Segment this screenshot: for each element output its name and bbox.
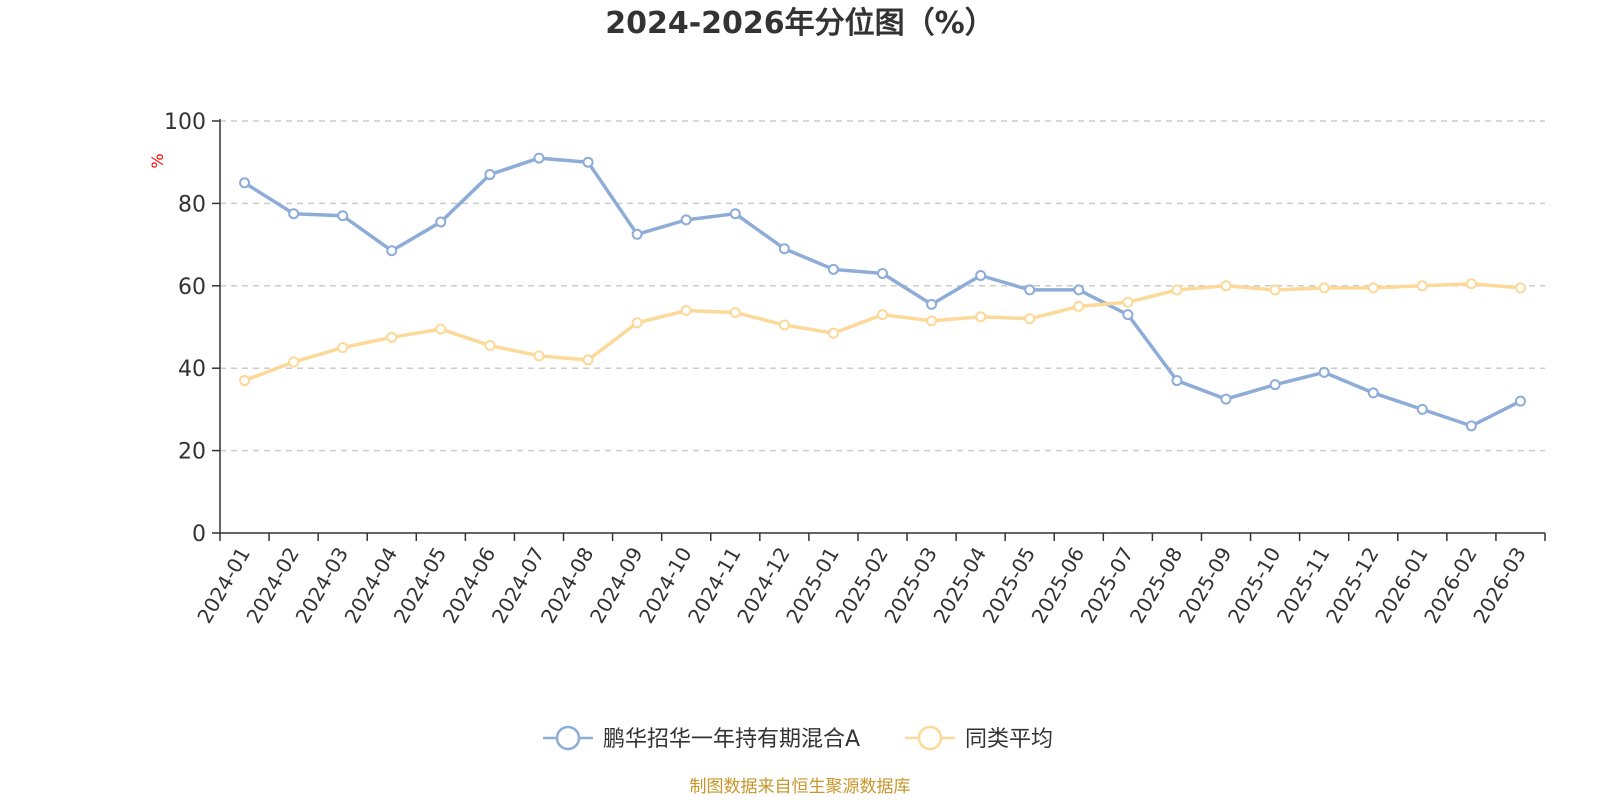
data-point bbox=[877, 267, 888, 279]
data-point bbox=[631, 317, 643, 329]
data-point bbox=[1514, 395, 1526, 407]
data-point bbox=[975, 311, 987, 323]
y-tick-label: 0 bbox=[192, 522, 206, 547]
chart-title: 2024-2026年分位图（%） bbox=[605, 6, 995, 41]
data-point bbox=[582, 156, 594, 168]
data-point bbox=[582, 354, 594, 366]
data-point bbox=[729, 307, 741, 319]
data-point bbox=[386, 331, 398, 343]
data-point bbox=[1367, 282, 1379, 294]
data-point bbox=[778, 243, 790, 255]
data-point bbox=[877, 309, 888, 321]
data-point bbox=[1171, 375, 1183, 387]
data-point bbox=[288, 356, 300, 368]
data-point bbox=[1514, 282, 1526, 294]
data-point bbox=[533, 350, 545, 362]
data-point bbox=[1318, 282, 1330, 294]
data-point bbox=[435, 216, 447, 228]
grid-lines bbox=[220, 120, 1545, 452]
data-point bbox=[288, 208, 300, 220]
data-point bbox=[239, 177, 251, 189]
data-point bbox=[484, 340, 496, 352]
data-point bbox=[239, 375, 251, 387]
series-line bbox=[242, 281, 1523, 383]
data-point bbox=[975, 270, 987, 281]
y-tick-label: 80 bbox=[178, 192, 206, 217]
data-point bbox=[1220, 393, 1232, 405]
data-point bbox=[1269, 379, 1281, 391]
data-point bbox=[1073, 300, 1085, 312]
data-point bbox=[337, 342, 349, 354]
data-point bbox=[1073, 284, 1085, 296]
data-point bbox=[778, 319, 790, 331]
data-point bbox=[1220, 280, 1232, 292]
data-point bbox=[1122, 309, 1134, 321]
data-point bbox=[1024, 313, 1036, 325]
data-point bbox=[1416, 403, 1428, 415]
data-point bbox=[680, 214, 692, 226]
y-tick-label: 40 bbox=[178, 357, 206, 382]
data-point bbox=[827, 263, 839, 275]
data-point bbox=[386, 245, 398, 257]
legend-label: 鹏华招华一年持有期混合A bbox=[603, 727, 860, 752]
series-layer bbox=[239, 152, 1526, 432]
data-point bbox=[1465, 420, 1477, 432]
data-point bbox=[926, 298, 938, 310]
data-point bbox=[1367, 387, 1379, 399]
data-point bbox=[631, 228, 643, 240]
axes: 0204060801002024-012024-022024-032024-04… bbox=[164, 110, 1546, 627]
data-point bbox=[926, 315, 938, 327]
data-point bbox=[484, 169, 496, 181]
legend-circle-icon bbox=[555, 725, 581, 751]
data-point bbox=[1416, 280, 1428, 292]
data-point bbox=[337, 210, 349, 222]
legend[interactable]: 鹏华招华一年持有期混合A 同类平均 bbox=[543, 725, 1053, 752]
data-point bbox=[1318, 366, 1330, 378]
series-line bbox=[242, 156, 1523, 428]
data-point bbox=[680, 305, 692, 317]
data-source-note: 制图数据来自恒生聚源数据库 bbox=[690, 777, 911, 797]
legend-circle-icon bbox=[917, 725, 943, 751]
legend-item-0[interactable]: 鹏华招华一年持有期混合A bbox=[543, 725, 860, 752]
data-point bbox=[533, 152, 545, 164]
legend-label: 同类平均 bbox=[965, 727, 1053, 752]
data-point bbox=[827, 327, 839, 339]
y-axis-label: % bbox=[148, 153, 167, 168]
series-0 bbox=[239, 152, 1526, 432]
data-point bbox=[1171, 284, 1183, 296]
y-tick-label: 20 bbox=[178, 440, 206, 465]
data-point bbox=[729, 208, 741, 220]
data-point bbox=[1122, 296, 1134, 308]
legend-item-1[interactable]: 同类平均 bbox=[905, 725, 1053, 752]
series-1 bbox=[239, 278, 1526, 387]
data-point bbox=[1269, 284, 1281, 296]
y-tick-label: 100 bbox=[164, 110, 206, 135]
data-point bbox=[1465, 278, 1477, 290]
y-tick-label: 60 bbox=[178, 275, 206, 300]
data-point bbox=[1024, 284, 1036, 296]
data-point bbox=[435, 323, 447, 335]
